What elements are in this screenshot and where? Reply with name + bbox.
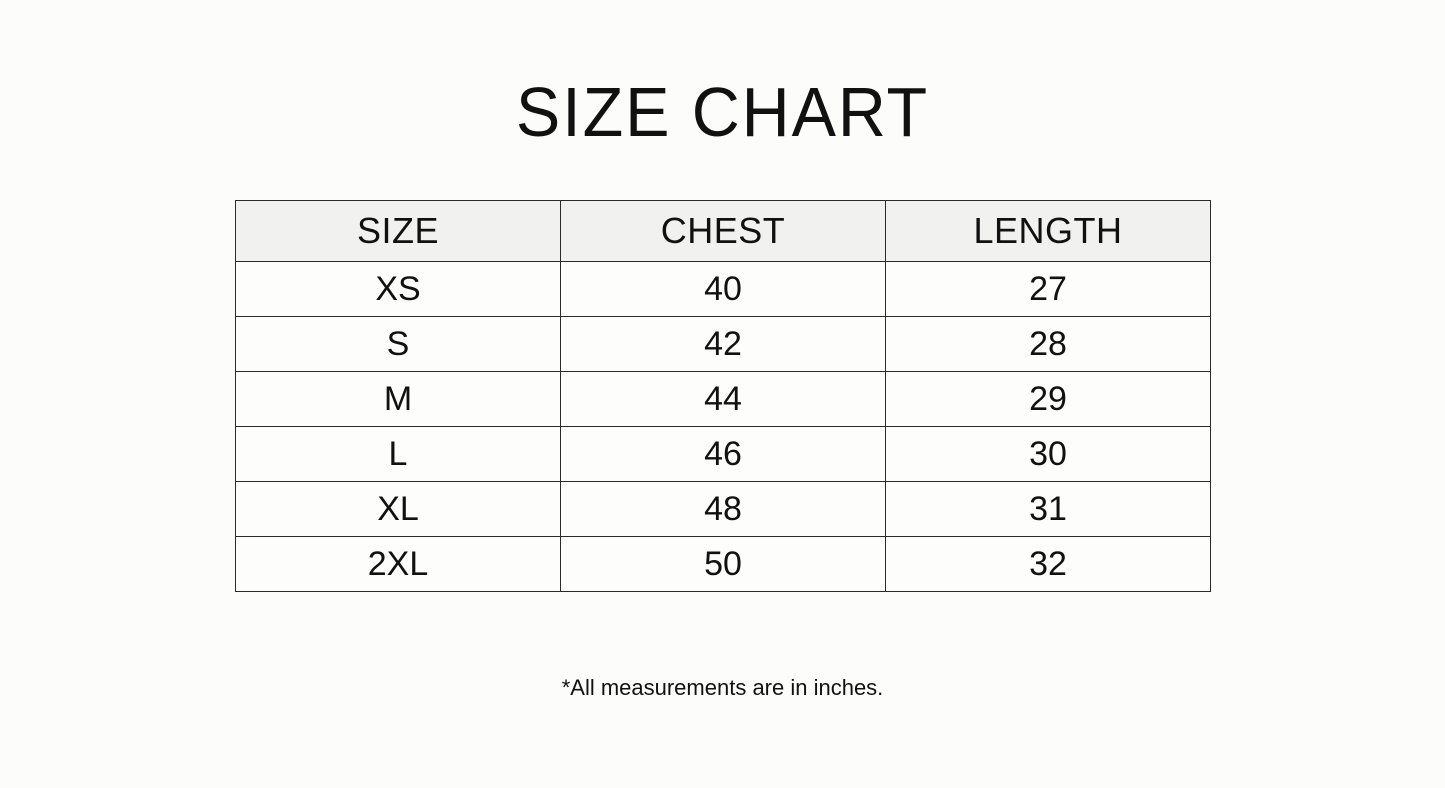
table-row: XS 40 27 xyxy=(235,261,1211,317)
table-row: XL 48 31 xyxy=(235,481,1211,537)
length-cell: 30 xyxy=(885,426,1211,482)
table-row: L 46 30 xyxy=(235,426,1211,482)
length-cell: 29 xyxy=(885,371,1211,427)
length-cell: 27 xyxy=(885,261,1211,317)
table-header-row: SIZE CHEST LENGTH xyxy=(235,200,1211,262)
header-chest: CHEST xyxy=(560,200,886,262)
chest-cell: 50 xyxy=(560,536,886,592)
footnote: *All measurements are in inches. xyxy=(561,675,884,700)
size-cell: L xyxy=(235,426,561,482)
size-cell: S xyxy=(235,316,561,372)
length-cell: 32 xyxy=(885,536,1211,592)
size-cell: 2XL xyxy=(235,536,561,592)
header-size: SIZE xyxy=(235,200,561,262)
size-cell: XL xyxy=(235,481,561,537)
size-cell: XS xyxy=(235,261,561,317)
length-cell: 31 xyxy=(885,481,1211,537)
size-chart-table: SIZE CHEST LENGTH XS 40 27 S 42 28 M 44 29 L 46 30 X… xyxy=(235,200,1211,592)
chest-cell: 40 xyxy=(560,261,886,317)
length-cell: 28 xyxy=(885,316,1211,372)
chest-cell: 42 xyxy=(560,316,886,372)
size-cell: M xyxy=(235,371,561,427)
page-title: SIZE CHART xyxy=(515,73,930,151)
table-row: 2XL 50 32 xyxy=(235,536,1211,592)
header-length: LENGTH xyxy=(885,200,1211,262)
table-row: S 42 28 xyxy=(235,316,1211,372)
chest-cell: 48 xyxy=(560,481,886,537)
chest-cell: 46 xyxy=(560,426,886,482)
table-row: M 44 29 xyxy=(235,371,1211,427)
chest-cell: 44 xyxy=(560,371,886,427)
